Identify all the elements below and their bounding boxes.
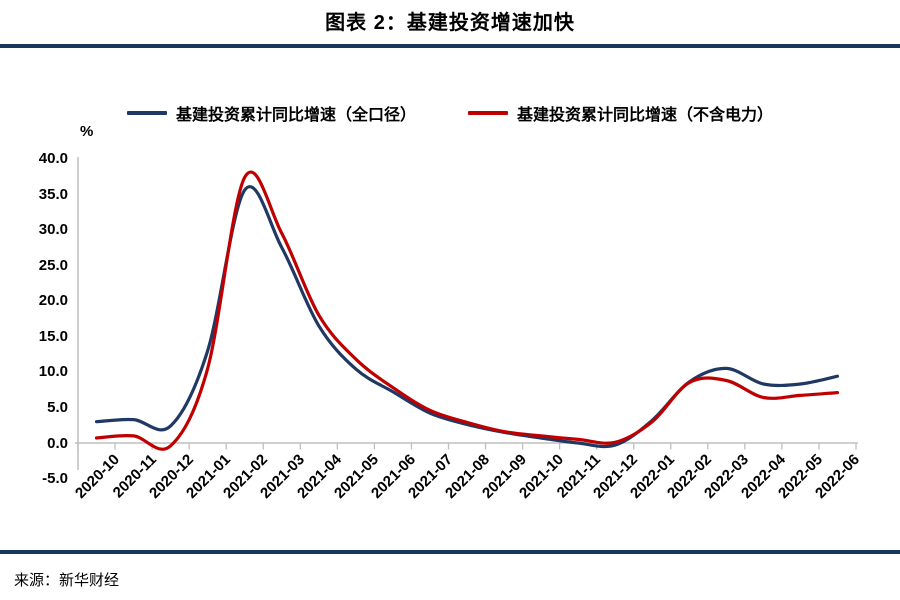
y-axis-label: 40.0 xyxy=(38,150,68,168)
legend-line-swatch-red xyxy=(468,111,508,115)
series-line-0 xyxy=(94,185,840,449)
y-axis-label: 5.0 xyxy=(47,398,68,416)
y-axis-label: 20.0 xyxy=(38,292,68,310)
chart-legend: 基建投资累计同比增速（全口径） 基建投资累计同比增速（不含电力） xyxy=(0,100,900,126)
legend-label-full-caliber: 基建投资累计同比增速（全口径） xyxy=(175,107,416,124)
top-divider-rule xyxy=(0,44,900,48)
y-axis-label: 30.0 xyxy=(38,221,68,239)
legend-label-excl-power: 基建投资累计同比增速（不含电力） xyxy=(517,107,774,124)
legend-item-full-caliber: 基建投资累计同比增速（全口径） xyxy=(126,101,416,125)
y-axis-label: -5.0 xyxy=(42,470,68,488)
legend-item-excl-power: 基建投资累计同比增速（不含电力） xyxy=(468,101,773,125)
chart-title: 图表 2：基建投资增速加快 xyxy=(325,12,575,34)
legend-line-swatch-navy xyxy=(126,111,167,115)
y-axis-label: 0.0 xyxy=(47,434,68,452)
y-axis-label: 35.0 xyxy=(38,185,68,203)
bottom-divider-rule xyxy=(0,550,900,554)
y-axis-label: 10.0 xyxy=(38,363,68,381)
source-note: 来源：新华财经 xyxy=(14,572,120,589)
y-axis-label: 15.0 xyxy=(38,327,68,345)
series-line-1 xyxy=(94,170,840,451)
y-axis-unit-label: % xyxy=(80,123,94,140)
y-axis-label: 25.0 xyxy=(38,256,68,274)
